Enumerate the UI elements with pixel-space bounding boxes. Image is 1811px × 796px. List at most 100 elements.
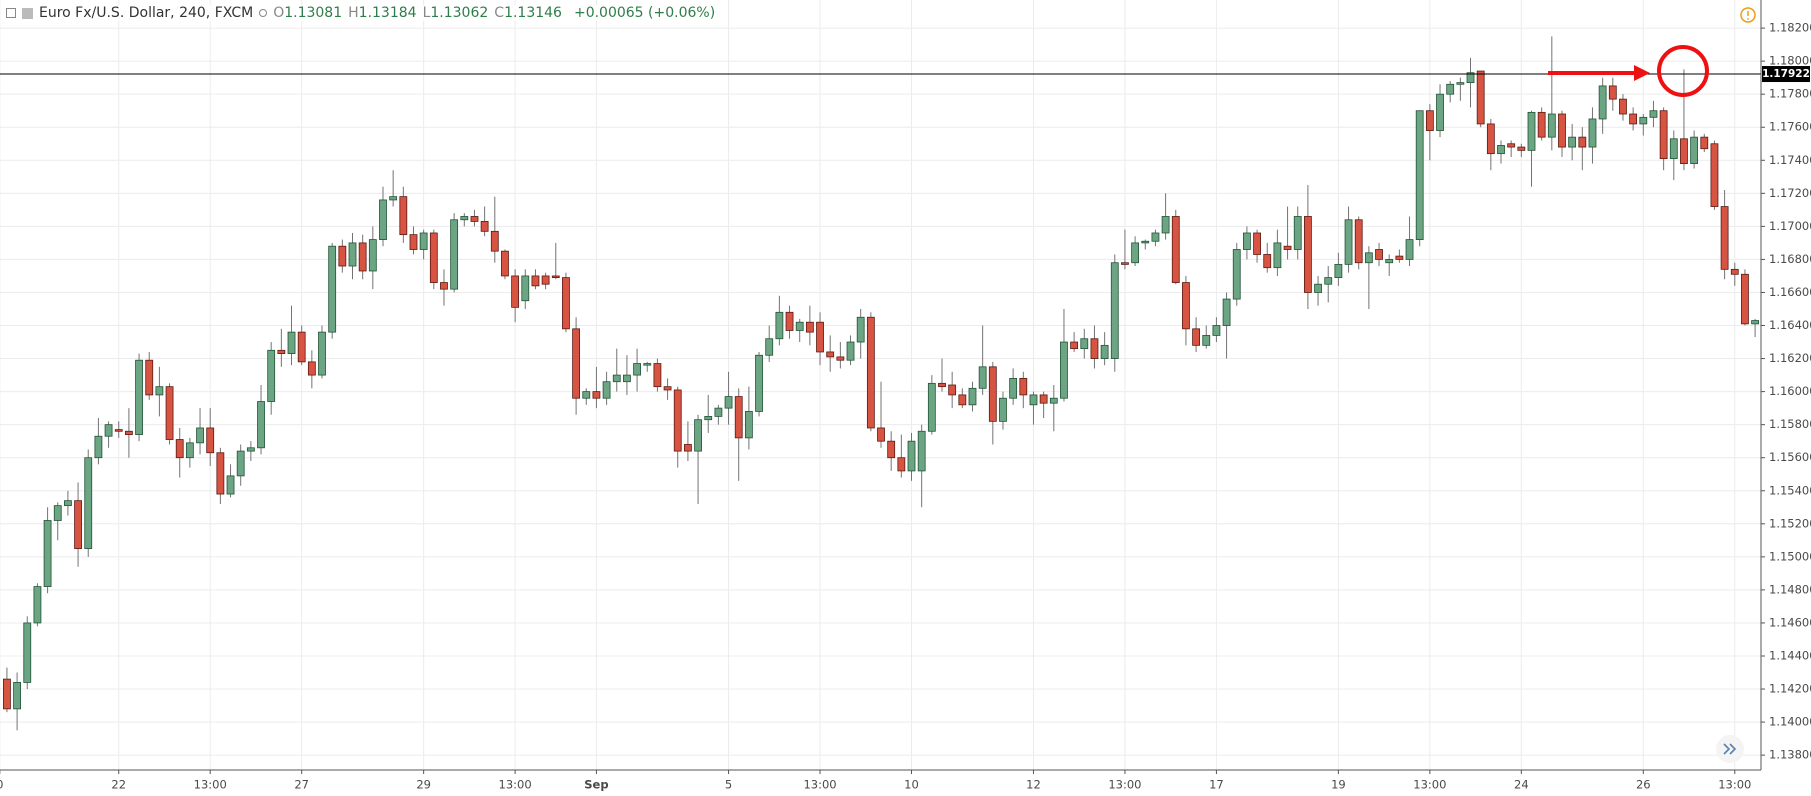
x-tick-label: 17 (1209, 778, 1224, 792)
candle-body (1131, 242, 1140, 264)
candle-body (663, 386, 672, 391)
candle-body (124, 430, 133, 435)
candle-body (460, 216, 469, 221)
candle-body (1741, 273, 1749, 325)
y-tick-label: 1.15000 (1769, 549, 1811, 563)
candle-body (155, 386, 164, 396)
candle-body (1151, 232, 1160, 242)
x-tick-label: 5 (725, 778, 732, 792)
candle-body (816, 321, 824, 353)
candle-body (1751, 320, 1759, 325)
candle-body (978, 366, 987, 389)
candle-body (846, 341, 855, 361)
candle-body (1009, 377, 1018, 399)
y-tick-label: 1.17800 (1769, 87, 1811, 101)
legend: Euro Fx/U.S. Dollar, 240, FXCM O 1.13081 H… (6, 5, 722, 21)
x-tick-label: 12 (1026, 778, 1041, 792)
x-tick-label: 13:00 (499, 778, 532, 792)
candle-body (257, 401, 265, 449)
candle-body (74, 500, 82, 549)
candle-body (1690, 136, 1699, 164)
y-tick-label: 1.14400 (1769, 648, 1811, 662)
candle-body (968, 387, 977, 406)
candle-body (1659, 110, 1668, 160)
candle-body (358, 242, 367, 272)
candle-body (877, 427, 885, 442)
candle-body (1110, 262, 1119, 359)
candle-body (1730, 268, 1739, 275)
candle-body (1212, 325, 1221, 336)
x-tick-label: 27 (294, 778, 309, 792)
candle-body (185, 442, 194, 459)
candle-body (226, 475, 235, 495)
scroll-button[interactable] (1716, 735, 1744, 763)
candle-body (836, 356, 845, 361)
candle-body (3, 678, 11, 710)
candle-body (785, 311, 794, 331)
candle-body (94, 435, 103, 459)
warning-icon (1740, 7, 1756, 23)
candle-body (1080, 338, 1089, 350)
candle-body (277, 349, 286, 355)
candle-body (1314, 283, 1322, 293)
candle-body (1375, 249, 1383, 260)
y-tick-label: 1.15400 (1769, 483, 1811, 497)
candle-body (1364, 252, 1373, 264)
candle-body (1192, 328, 1200, 346)
y-tick-label: 1.17200 (1769, 186, 1811, 200)
scroll-button-icon[interactable] (1723, 743, 1737, 755)
candle-body (795, 321, 804, 331)
candle-body (196, 427, 204, 444)
candle-body (175, 439, 184, 459)
ohlc-value: 1.13146 (504, 5, 562, 21)
x-tick-label: 24 (1514, 778, 1529, 792)
candle-body (958, 394, 967, 406)
ohlc-key: H (348, 5, 359, 21)
candle-body (1497, 145, 1505, 155)
ohlc-key: O (273, 5, 285, 21)
candle-body (470, 216, 479, 222)
collapse-icon[interactable] (6, 8, 16, 18)
candle-body (1324, 277, 1333, 285)
y-tick-label: 1.17400 (1769, 153, 1811, 167)
candle-body (704, 415, 713, 421)
candle-body (602, 381, 611, 399)
candle-body (379, 199, 387, 240)
candle-body (1598, 85, 1607, 120)
price-label: 1.17922 (1762, 68, 1810, 80)
candle-body (1344, 219, 1353, 265)
ohlc-values: O 1.13081 H 1.13184 L 1.13062 C 1.13146 (273, 5, 568, 21)
candle-body (1537, 111, 1546, 138)
candle-body (734, 396, 743, 439)
candle-body (755, 354, 763, 412)
candle-body (1202, 335, 1211, 346)
candle-body (1578, 136, 1587, 148)
candle-body (1649, 110, 1658, 118)
x-tick-label: 29 (416, 778, 431, 792)
candle-body (765, 338, 774, 356)
candle-body (1273, 242, 1282, 269)
candle-body (541, 275, 550, 285)
y-tick-label: 1.18000 (1769, 54, 1811, 68)
x-tick-label: 10 (904, 778, 919, 792)
y-tick-label: 1.15200 (1769, 516, 1811, 530)
y-tick-label: 1.16800 (1769, 252, 1811, 266)
symbol-title: Euro Fx/U.S. Dollar, 240, FXCM (39, 5, 254, 21)
candle-body (13, 682, 21, 710)
candle-body (999, 397, 1007, 422)
candle-body (805, 321, 814, 333)
grid (0, 0, 1761, 770)
candle-body (948, 384, 957, 396)
candle-body (521, 275, 530, 302)
candle-body (1141, 240, 1150, 244)
ohlc-key: L (422, 5, 431, 21)
candle-body (572, 328, 581, 399)
candle-body (562, 277, 570, 330)
candle-body (1283, 245, 1292, 250)
candle-body (1019, 377, 1028, 396)
y-tick-label: 1.14800 (1769, 582, 1811, 596)
candle-body (1629, 113, 1638, 125)
candle-body (1415, 110, 1424, 240)
candle-body (1060, 341, 1068, 399)
y-tick-label: 1.16400 (1769, 318, 1811, 332)
